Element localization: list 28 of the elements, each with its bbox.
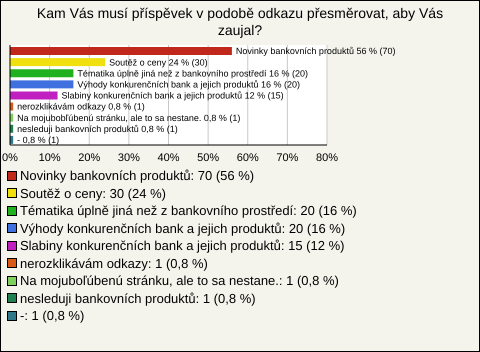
x-tick-label: 0% bbox=[2, 152, 18, 164]
legend-label: nesleduji bankovních produktů: 1 (0,8 %) bbox=[20, 290, 256, 306]
data-label: Novinky bankovních produktů 56 % (70) bbox=[236, 46, 396, 56]
legend-label: Soutěž o ceny: 30 (24 %) bbox=[20, 186, 166, 201]
x-tick-label: 30% bbox=[118, 152, 140, 164]
data-label: Slabiny konkurenčních bank a jejich produktů 12 % (15) bbox=[62, 90, 284, 101]
data-label: Výhody konkurenčních bank a jejich produktů 16 % (20) bbox=[77, 79, 300, 90]
legend-label: Výhody konkurenčních bank a jejich produktů: 20 (16 %) bbox=[20, 220, 346, 236]
x-tick-label: 60% bbox=[236, 152, 259, 164]
x-tick-label: 80% bbox=[316, 152, 338, 164]
legend-label: nerozklikávám odkazy: 1 (0,8 %) bbox=[20, 256, 208, 271]
data-label: Tématika úplně jiná než z bankovního prostředí 16 % (20) bbox=[77, 68, 308, 78]
data-label: Soutěž o ceny 24 % (30) bbox=[109, 57, 208, 68]
data-label: nerozklikávám odkazy 0,8 % (1) bbox=[17, 102, 145, 112]
x-tick-label: 40% bbox=[157, 152, 180, 164]
x-tick-label: 10% bbox=[38, 152, 61, 164]
x-tick-label: 20% bbox=[78, 152, 100, 164]
legend-label: Novinky bankovních produktů: 70 (56 %) bbox=[20, 168, 254, 184]
x-tick-label: 70% bbox=[276, 152, 299, 164]
legend-label: Slabiny konkurenčních bank a jejich produktů: 15 (12 %) bbox=[20, 238, 344, 254]
legend-label: -: 1 (0,8 %) bbox=[20, 308, 84, 324]
legend-label: Tématika úplně jiná než z bankovního prostředí: 20 (16 %) bbox=[20, 203, 357, 218]
legend-label: Na mojuboľúbenú stránku, ale to sa nestane.: 1 (0,8 %) bbox=[20, 273, 339, 288]
data-label: Na mojubobľúbenú stránku, ale to sa nestane. 0,8 % (1) bbox=[17, 112, 240, 123]
data-label: nesleduji bankovních produktů 0,8 % (1) bbox=[17, 124, 178, 134]
data-label: - 0,8 % (1) bbox=[17, 135, 60, 146]
chart-title: Kam Vás musí příspěvek v podobě odkazu přesměrovat, aby Vás zaujal? bbox=[36, 4, 444, 39]
x-tick-label: 50% bbox=[197, 152, 220, 164]
